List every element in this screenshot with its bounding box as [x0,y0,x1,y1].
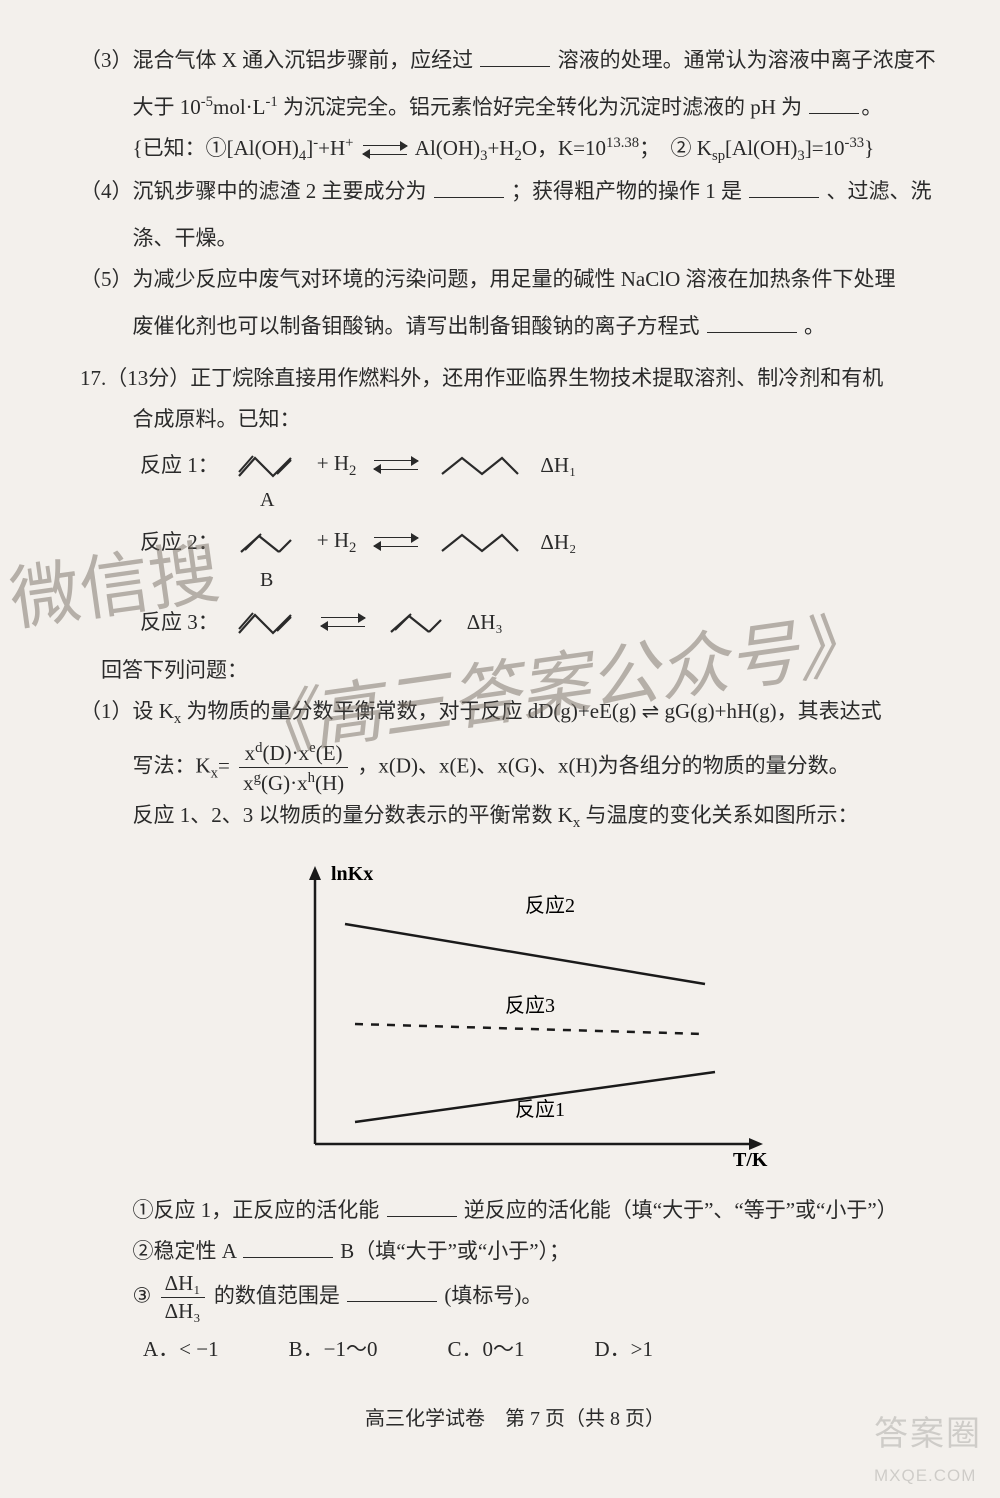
q3-text-b: 溶液的处理。通常认为溶液中离子浓度不 [558,48,936,72]
svg-text:lnKx: lnKx [331,863,373,885]
lnKx-vs-T-chart: lnKx T/K 反应2 反应3 反应1 [80,854,950,1174]
butene-icon [436,450,526,480]
reaction-1: 反应 1： + H2 ΔH₁ A [140,448,950,514]
q3-blank-2[interactable] [809,90,859,114]
q17-1-i-blank[interactable] [387,1193,457,1217]
butane-icon [436,527,526,557]
option-B[interactable]: B．−1～0 [289,1329,378,1370]
equilibrium-arrow-icon [374,534,418,550]
question-4: （4）沉钒步骤中的滤渣 2 主要成分为 ；获得粗产物的操作 1 是 、过滤、洗 [80,171,950,212]
q17-1-ii-blank[interactable] [243,1234,333,1258]
butene-branched-icon [233,522,303,562]
svg-text:反应2: 反应2 [525,894,575,917]
butadiene-icon [233,448,303,482]
equilibrium-arrow-icon [374,457,418,473]
option-C[interactable]: C．0～1 [447,1329,524,1370]
question-17: 17.（13分）正丁烷除直接用作燃料外，还用作亚临界生物技术提取溶剂、制冷剂和有… [80,358,950,399]
question-17-1-ii: ②稳定性 A B（填“大于”或“小于”）； [80,1231,950,1272]
question-3: （3）混合气体 X 通入沉铝步骤前，应经过 溶液的处理。通常认为溶液中离子浓度不 [80,40,950,81]
question-17-1-i: ①反应 1，正反应的活化能 逆反应的活化能（填“大于”、“等于”或“小于”） [80,1190,950,1231]
svg-text:反应3: 反应3 [505,994,555,1017]
q3-line2: 大于 10-5mol·L-1 为沉淀完全。铝元素恰好完全转化为沉淀时滤液的 pH… [80,87,950,128]
question-17-1: （1）设 Kx 为物质的量分数平衡常数，对于反应 dD(g)+eE(g) ⇌ g… [80,691,950,734]
butene-branched-icon [383,602,453,642]
q3-text-a: （3）混合气体 X 通入沉铝步骤前，应经过 [80,48,473,72]
q17-1-iii-options: A．< −1 B．−1～0 C．0～1 D．>1 [80,1329,950,1370]
svg-text:T/K: T/K [733,1149,768,1171]
q4-cont: 涤、干燥。 [80,218,950,259]
q4-blank-1[interactable] [434,174,504,198]
equilibrium-arrow-icon [321,614,365,630]
reaction-1-label-A: A [260,486,950,514]
q5-blank[interactable] [707,308,797,332]
dh-ratio: ΔH₁ ΔH₃ [161,1272,205,1323]
option-D[interactable]: D．>1 [594,1329,653,1370]
butadiene-icon [233,605,303,639]
q17-1-iii-blank[interactable] [347,1278,437,1302]
page-footer: 高三化学试卷 第 7 页（共 8 页） [80,1400,950,1439]
svg-text:反应1: 反应1 [515,1098,565,1121]
q3-blank-1[interactable] [480,43,550,67]
reaction-3: 反应 3： ΔH₃ [140,602,950,642]
q17-1-chartnote: 反应 1、2、3 以物质的量分数表示的平衡常数 Kx 与温度的变化关系如图所示： [80,795,950,838]
answer-prompt: 回答下列问题： [80,650,950,691]
reaction-2: 反应 2： + H2 ΔH₂ B [140,522,950,594]
reaction-2-label-B: B [260,566,950,594]
question-17-1-iii: ③ ΔH₁ ΔH₃ 的数值范围是 (填标号)。 [80,1272,950,1323]
kx-fraction: xd(D)·xe(E) xg(G)·xh(H) [239,740,348,795]
q3-hint: {已知：①[Al(OH)4]-+H+ Al(OH)3+H2O，K=1013.38… [80,128,950,171]
option-A[interactable]: A．< −1 [143,1329,219,1370]
q17-1-formula: 写法：Kx= xd(D)·xe(E) xg(G)·xh(H) ，x(D)、x(E… [80,740,950,795]
equilibrium-arrow-icon [363,142,407,158]
q17-cont: 合成原料。已知： [80,399,950,440]
question-5: （5）为减少反应中废气对环境的污染问题，用足量的碱性 NaClO 溶液在加热条件… [80,259,950,300]
q4-blank-2[interactable] [749,174,819,198]
q5-cont: 废催化剂也可以制备钼酸钠。请写出制备钼酸钠的离子方程式 。 [80,306,950,347]
